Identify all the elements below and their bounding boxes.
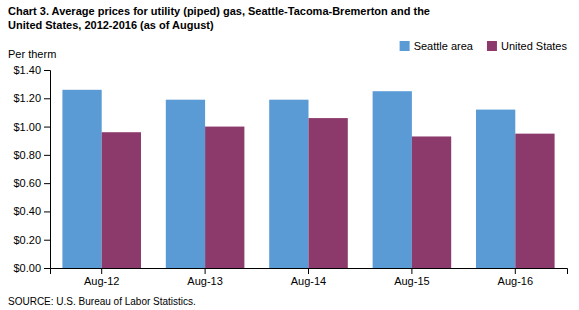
legend-item: Seattle area — [400, 40, 474, 52]
y-tick-label: $0.60 — [13, 177, 41, 189]
x-tick: Aug-13 — [187, 268, 222, 287]
bar-series — [62, 90, 515, 268]
x-tick-mark — [308, 268, 309, 274]
source: SOURCE: U.S. Bureau of Labor Statistics. — [8, 296, 196, 307]
y-axis-line — [44, 71, 51, 269]
x-tick-label: Aug-12 — [84, 275, 119, 287]
bars — [62, 90, 554, 268]
y-tick-mark — [44, 98, 50, 99]
x-axis-line — [51, 269, 568, 275]
x-tick-mark — [101, 268, 102, 274]
y-tick: $0.00 — [13, 262, 50, 274]
title: Chart 3. Average prices for utility (pip… — [8, 5, 430, 17]
x-tick-mark — [411, 268, 412, 274]
legend-label: United States — [501, 40, 568, 52]
bar — [515, 134, 554, 268]
y-tick: $0.60 — [13, 177, 50, 189]
bar — [102, 132, 141, 268]
legend-swatch — [487, 41, 497, 51]
y-tick-mark — [44, 127, 50, 128]
bar — [309, 118, 348, 268]
y-tick: $0.20 — [13, 234, 50, 246]
y-tick-label: $1.20 — [13, 92, 41, 104]
legend-label: Seattle area — [414, 40, 474, 52]
x-tick: Aug-12 — [84, 268, 119, 287]
legend-item: United States — [487, 40, 568, 52]
y-tick: $0.40 — [13, 205, 50, 217]
y-tick-mark — [44, 211, 50, 212]
subtitle: United States, 2012-2016 (as of August) — [8, 19, 214, 31]
bar — [412, 136, 451, 268]
x-tick-label: Aug-13 — [187, 275, 222, 287]
y-tick-mark — [44, 155, 50, 156]
y-tick-label: $1.00 — [13, 121, 41, 133]
bar — [166, 100, 205, 268]
x-tick: Aug-16 — [498, 268, 533, 287]
y-tick-mark — [44, 240, 50, 241]
y-axis: $0.00 $0.20 $0.40 $0.60 $0.80 $1.00 $1.20 $1.40 — [13, 64, 50, 274]
y-axis-label: Per therm — [8, 48, 56, 60]
bar — [373, 91, 412, 268]
bar — [476, 110, 515, 268]
bar-series — [102, 118, 555, 268]
legend-swatch — [400, 41, 410, 51]
y-tick-label: $0.40 — [13, 205, 41, 217]
y-tick: $1.40 — [13, 64, 50, 76]
bar — [269, 100, 308, 268]
y-tick-label: $0.00 — [13, 262, 41, 274]
x-tick-label: Aug-15 — [394, 275, 429, 287]
y-tick: $0.80 — [13, 149, 50, 161]
x-axis: Aug-12 Aug-13 Aug-14 Aug-15 Aug-16 — [51, 268, 568, 287]
x-tick: Aug-14 — [291, 268, 326, 287]
y-tick-mark — [44, 183, 50, 184]
x-tick: Aug-15 — [394, 268, 429, 287]
y-tick: $1.20 — [13, 92, 50, 104]
legend: Seattle area United States — [400, 40, 568, 52]
y-tick-mark — [44, 70, 50, 71]
x-tick-mark — [205, 268, 206, 274]
x-tick-label: Aug-14 — [291, 275, 326, 287]
bar — [62, 90, 101, 268]
y-tick: $1.00 — [13, 121, 50, 133]
x-tick-label: Aug-16 — [498, 275, 533, 287]
bar — [205, 127, 244, 268]
y-tick-label: $0.80 — [13, 149, 41, 161]
y-tick-mark — [44, 268, 50, 269]
y-tick-label: $1.40 — [13, 64, 41, 76]
plot: $0.00 $0.20 $0.40 $0.60 $0.80 $1.00 $1.20 $1.40… — [13, 64, 567, 287]
x-tick-mark — [515, 268, 516, 274]
chart: Chart 3. Average prices for utility (pip… — [0, 0, 579, 310]
y-tick-label: $0.20 — [13, 234, 41, 246]
